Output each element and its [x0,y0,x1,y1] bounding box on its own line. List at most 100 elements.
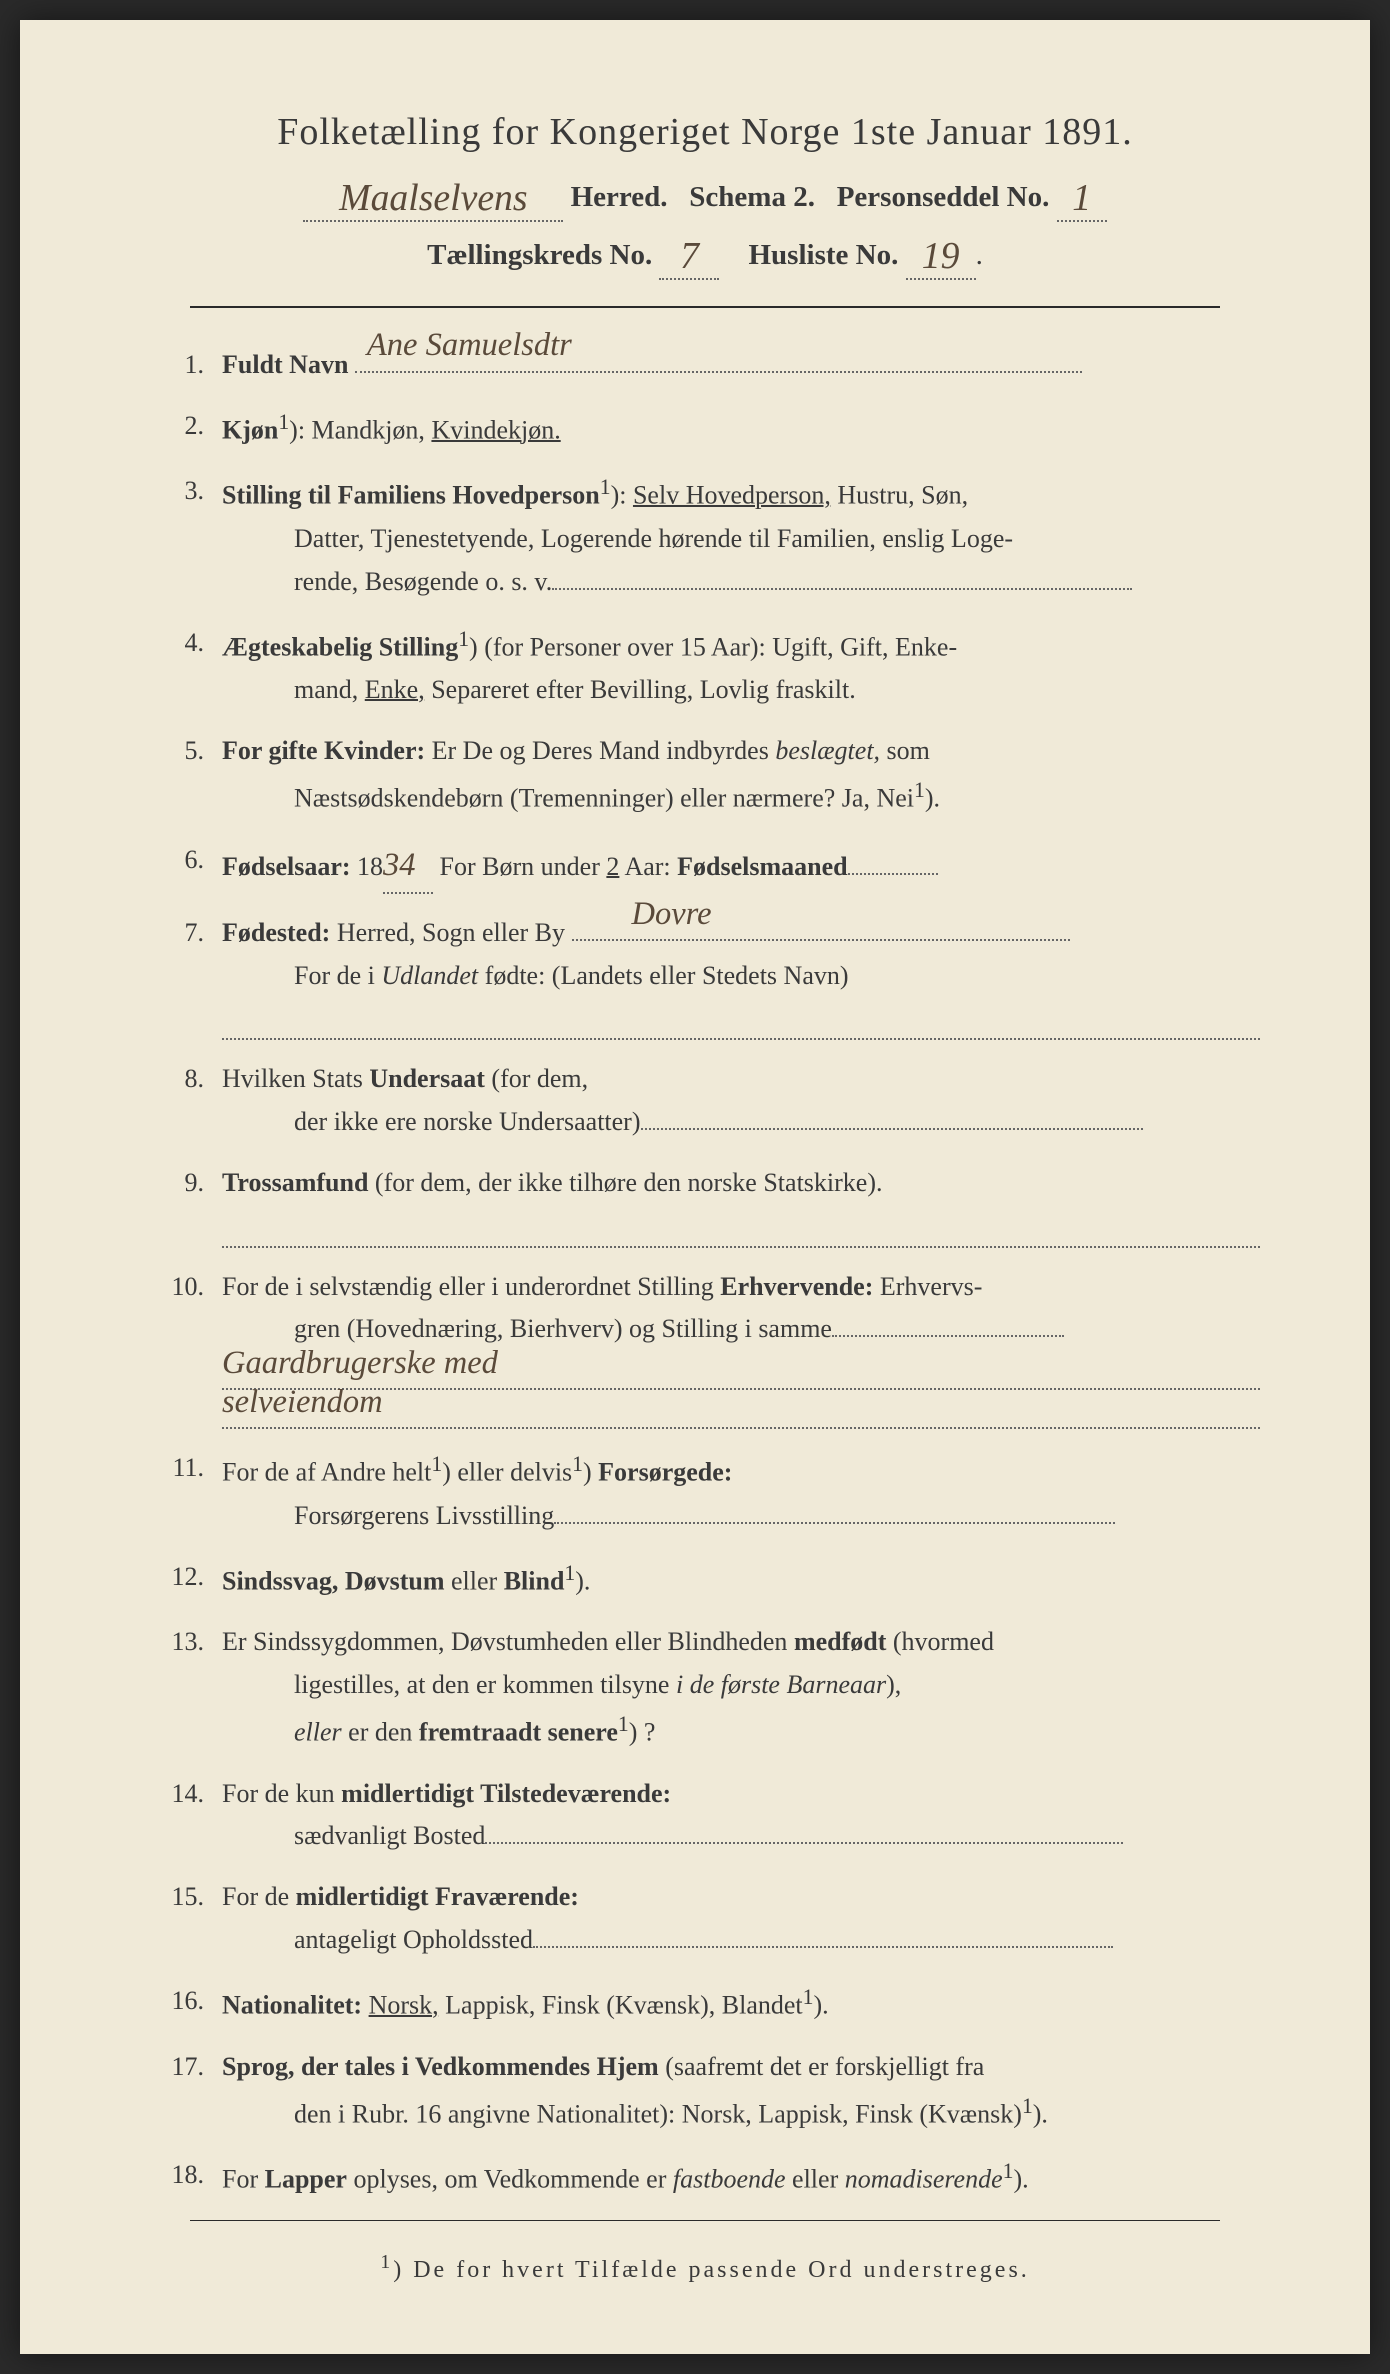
dotline [222,1004,1260,1040]
sup: 1 [1003,2159,1014,2183]
text: For [222,2165,265,2194]
bold: Blind [504,1566,565,1595]
bold: Lapper [265,2165,347,2194]
item-number: 7. [160,912,222,1040]
ital: beslægtet, [775,736,880,765]
text: ). [813,1991,828,2020]
label-fodselsaar: Fødselsaar: [222,852,351,881]
text: rende, Besøgende o. s. v. [294,567,552,596]
bold: Forsørgede: [598,1458,732,1487]
hw-line-2: selveiendom [222,1390,1260,1429]
text: eller [786,2165,845,2194]
selv-hovedperson-underlined: Selv Hovedperson, [633,481,831,510]
dotline [533,1946,1113,1948]
text: ): [611,481,633,510]
occupation-hw-2: selveiendom [222,1376,383,1430]
husliste-label: Husliste No. [748,239,898,271]
text: (saafremt det er forskjelligt fra [659,2052,985,2081]
bold: Trossamfund [222,1168,368,1197]
sup: 1 [1022,2094,1033,2118]
line2: den i Rubr. 16 angivne Nationalitet): No… [222,2089,1260,2137]
text: ) [583,1458,598,1487]
kreds-label: Tællingskreds No. [427,239,652,271]
label-aegteskab: Ægteskabelig Stilling [222,632,458,661]
divider-top [190,306,1220,308]
item-number: 1. [160,344,222,387]
text: ligestilles, at den er kommen tilsyne [294,1670,676,1699]
sup: 1 [572,1452,583,1476]
item-number: 18. [160,2154,222,2202]
birthyear-hw: 34 [383,847,416,883]
line2: ligestilles, at den er kommen tilsyne i … [222,1664,1260,1707]
item-5: 5. For gifte Kvinder: Er De og Deres Man… [160,730,1260,820]
dotline [554,1522,1114,1524]
text: (for dem, [485,1064,588,1093]
kvindekjon-underlined: Kvindekjøn. [431,416,560,445]
item-content: For de kun midlertidigt Tilstedeværende:… [222,1773,1260,1859]
footnote-text: ) De for hvert Tilfælde passende Ord und… [393,2257,1030,2283]
census-form-page: Folketælling for Kongeriget Norge 1ste J… [20,20,1370,2354]
item-content: For de i selvstændig eller i underordnet… [222,1266,1260,1430]
bold: Nationalitet: [222,1991,362,2020]
item-content: Trossamfund (for dem, der ikke tilhøre d… [222,1162,1260,1247]
item-number: 5. [160,730,222,820]
item-number: 16. [160,1980,222,2028]
item-number: 3. [160,470,222,603]
item-content: For de af Andre helt1) eller delvis1) Fo… [222,1447,1260,1537]
item-number: 17. [160,2046,222,2136]
text: som [880,736,930,765]
text: 18 [351,852,384,881]
bold: Sprog, der tales i Vedkommendes Hjem [222,2052,659,2081]
text: For de i selvstændig eller i underordnet… [222,1272,720,1301]
item-11: 11. For de af Andre helt1) eller delvis1… [160,1447,1260,1537]
ital: fastboende [673,2165,786,2194]
text: (for dem, der ikke tilhøre den norske St… [368,1168,882,1197]
item-content: Kjøn1): Mandkjøn, Kvindekjøn. [222,405,1260,453]
text: Hustru, Søn, [831,481,968,510]
item-number: 6. [160,839,222,895]
sup: 1 [564,1561,575,1585]
item-15: 15. For de midlertidigt Fraværende: anta… [160,1876,1260,1962]
line2: Forsørgerens Livsstilling [222,1495,1260,1538]
ital: Udlandet [381,961,478,990]
item-8: 8. Hvilken Stats Undersaat (for dem, der… [160,1058,1260,1144]
item-number: 12. [160,1556,222,1604]
item-content: Fødested: Herred, Sogn eller By Dovre Fo… [222,912,1260,1040]
dotline [641,1128,1143,1130]
text: Er De og Deres Mand indbyrdes [425,736,775,765]
text: ). [575,1566,590,1595]
item-14: 14. For de kun midlertidigt Tilstedevære… [160,1773,1260,1859]
item-number: 9. [160,1162,222,1247]
item-content: Ægteskabelig Stilling1) (for Personer ov… [222,622,1260,712]
line2: Næstsødskendebørn (Tremenninger) eller n… [222,773,1260,821]
text: Aar: [619,852,677,881]
text: ) ? [629,1718,656,1747]
item-content: For de midlertidigt Fraværende: antageli… [222,1876,1260,1962]
item-content: Fødselsaar: 1834 For Børn under 2 Aar: F… [222,839,1260,895]
sup: 1 [278,410,289,434]
line2: For de i Udlandet fødte: (Landets eller … [222,955,1260,998]
name-handwritten: Ane Samuelsdtr [367,319,572,373]
personseddel-no-hw: 1 [1057,176,1107,222]
text: sædvanligt Bosted [294,1821,485,1850]
herred-handwritten: Maalselvens [303,176,563,222]
text: der ikke ere norske Undersaatter) [294,1107,641,1136]
item-number: 4. [160,622,222,712]
bold: midlertidigt Tilstedeværende: [341,1779,671,1808]
sup: 1 [803,1985,814,2009]
sup: 1 [600,475,611,499]
enke-underlined: Enke, [365,675,425,704]
husliste-no-hw: 19 [906,234,976,280]
bold: Undersaat [369,1064,485,1093]
item-number: 8. [160,1058,222,1144]
text: For de [222,1882,296,1911]
label-kjon: Kjøn [222,416,278,445]
item-9: 9. Trossamfund (for dem, der ikke tilhør… [160,1162,1260,1247]
line2: sædvanligt Bosted [222,1815,1260,1858]
item-2: 2. Kjøn1): Mandkjøn, Kvindekjøn. [160,405,1260,453]
ital: i de første Barneaar [676,1670,886,1699]
line3: eller er den fremtraadt senere1) ? [222,1707,1260,1755]
item-content: For gifte Kvinder: Er De og Deres Mand i… [222,730,1260,820]
label-stilling: Stilling til Familiens Hovedperson [222,481,600,510]
header-line-1: Maalselvens Herred. Schema 2. Personsedd… [150,172,1260,218]
